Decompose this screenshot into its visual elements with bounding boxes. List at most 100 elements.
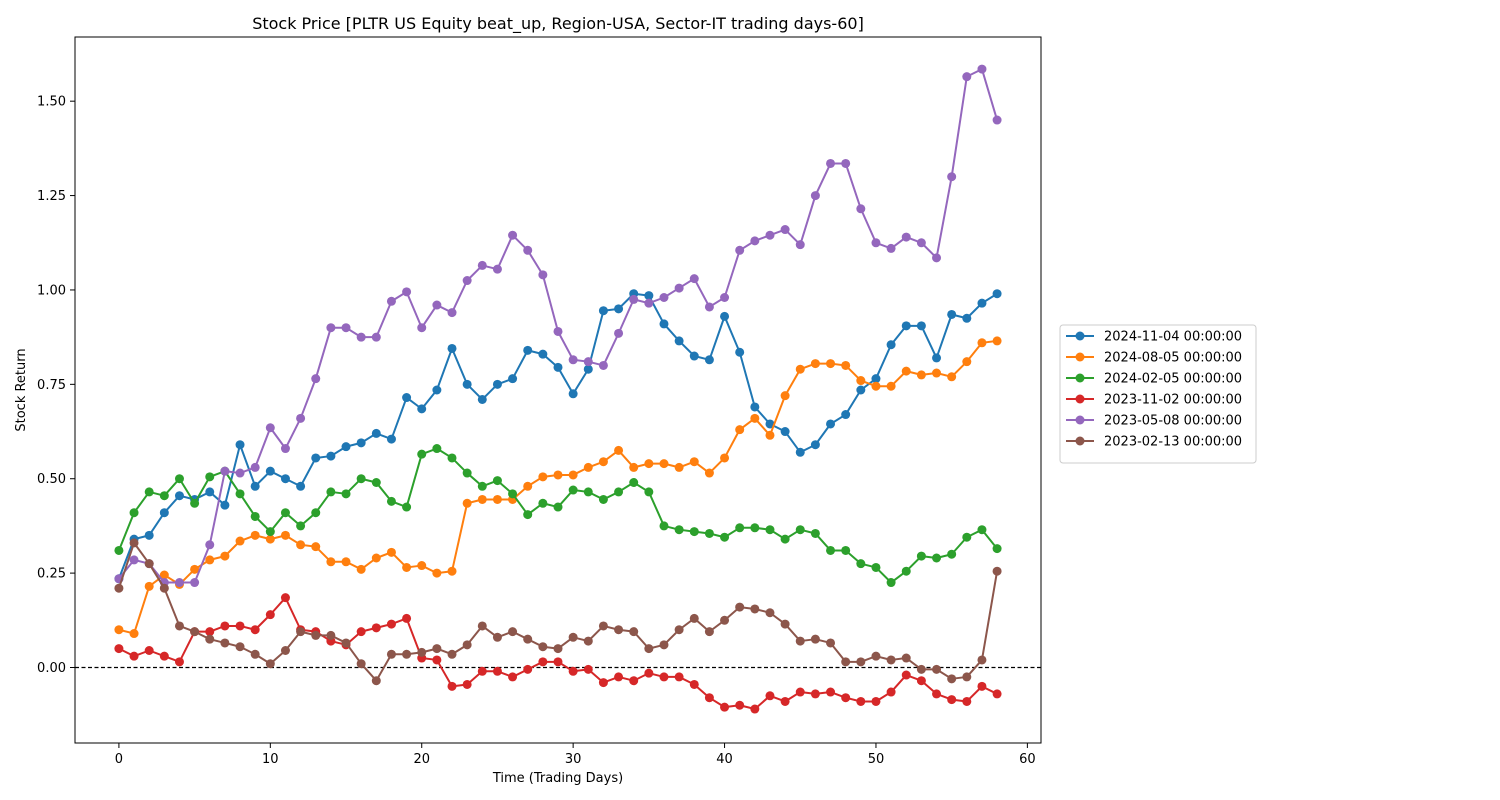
- data-point: [205, 540, 215, 550]
- data-point: [901, 321, 911, 331]
- data-point: [326, 323, 336, 333]
- data-point: [311, 374, 321, 384]
- data-point: [674, 462, 684, 472]
- y-tick-label: 1.50: [37, 95, 66, 110]
- data-point: [901, 366, 911, 376]
- data-point: [916, 238, 926, 248]
- data-point: [523, 345, 533, 355]
- data-point: [704, 627, 714, 637]
- data-point: [735, 602, 745, 612]
- data-point: [220, 500, 230, 510]
- data-point: [735, 425, 745, 435]
- data-point: [644, 459, 654, 469]
- data-point: [250, 530, 260, 540]
- data-point: [810, 634, 820, 644]
- data-point: [296, 627, 306, 637]
- data-point: [447, 566, 457, 576]
- data-point: [765, 230, 775, 240]
- data-point: [583, 636, 593, 646]
- data-point: [704, 355, 714, 365]
- data-point: [780, 696, 790, 706]
- data-point: [810, 689, 820, 699]
- data-point: [810, 528, 820, 538]
- data-point: [583, 487, 593, 497]
- data-point: [417, 561, 427, 571]
- data-point: [386, 296, 396, 306]
- data-point: [477, 494, 487, 504]
- data-point: [674, 336, 684, 346]
- data-point: [159, 570, 169, 580]
- data-point: [386, 649, 396, 659]
- data-point: [250, 481, 260, 491]
- data-point: [720, 293, 730, 303]
- data-point: [659, 672, 669, 682]
- data-point: [568, 355, 578, 365]
- data-point: [250, 462, 260, 472]
- data-point: [977, 655, 987, 665]
- data-point: [341, 323, 351, 333]
- data-point: [235, 440, 245, 450]
- data-point: [311, 630, 321, 640]
- data-point: [265, 423, 275, 433]
- data-point: [856, 376, 866, 386]
- series-2: [114, 444, 1002, 588]
- data-point: [205, 634, 215, 644]
- data-point: [704, 693, 714, 703]
- legend-item: 2023-02-13 00:00:00: [1066, 435, 1242, 450]
- data-point: [916, 551, 926, 561]
- data-point: [462, 276, 472, 286]
- data-point: [659, 293, 669, 303]
- data-point: [341, 442, 351, 452]
- data-point: [750, 402, 760, 412]
- data-point: [538, 472, 548, 482]
- data-point: [462, 498, 472, 508]
- data-point: [220, 466, 230, 476]
- data-point: [598, 494, 608, 504]
- data-point: [644, 668, 654, 678]
- data-point: [417, 647, 427, 657]
- legend-label: 2024-11-04 00:00:00: [1104, 330, 1242, 345]
- data-point: [598, 360, 608, 370]
- data-point: [523, 481, 533, 491]
- data-point: [402, 393, 412, 403]
- data-point: [614, 672, 624, 682]
- data-point: [614, 328, 624, 338]
- data-point: [144, 646, 154, 656]
- data-point: [871, 381, 881, 391]
- data-point: [962, 313, 972, 323]
- data-point: [462, 379, 472, 389]
- data-point: [265, 466, 275, 476]
- data-point: [614, 445, 624, 455]
- data-point: [795, 687, 805, 697]
- data-point: [674, 283, 684, 293]
- data-point: [553, 657, 563, 667]
- data-point: [553, 362, 563, 372]
- data-point: [614, 487, 624, 497]
- data-point: [129, 508, 139, 518]
- legend-swatch-marker: [1075, 331, 1085, 341]
- data-point: [871, 696, 881, 706]
- data-point: [508, 672, 518, 682]
- data-point: [765, 430, 775, 440]
- data-point: [856, 696, 866, 706]
- data-point: [598, 678, 608, 688]
- data-point: [826, 419, 836, 429]
- data-point: [629, 477, 639, 487]
- data-point: [992, 544, 1002, 554]
- data-point: [947, 549, 957, 559]
- data-point: [477, 394, 487, 404]
- data-point: [583, 364, 593, 374]
- data-point: [341, 638, 351, 648]
- data-point: [447, 681, 457, 691]
- data-point: [326, 487, 336, 497]
- data-point: [826, 687, 836, 697]
- data-point: [841, 158, 851, 168]
- data-point: [144, 487, 154, 497]
- data-point: [992, 289, 1002, 299]
- data-point: [629, 627, 639, 637]
- data-point: [826, 545, 836, 555]
- data-point: [462, 640, 472, 650]
- data-point: [296, 521, 306, 531]
- data-point: [280, 508, 290, 518]
- data-point: [947, 674, 957, 684]
